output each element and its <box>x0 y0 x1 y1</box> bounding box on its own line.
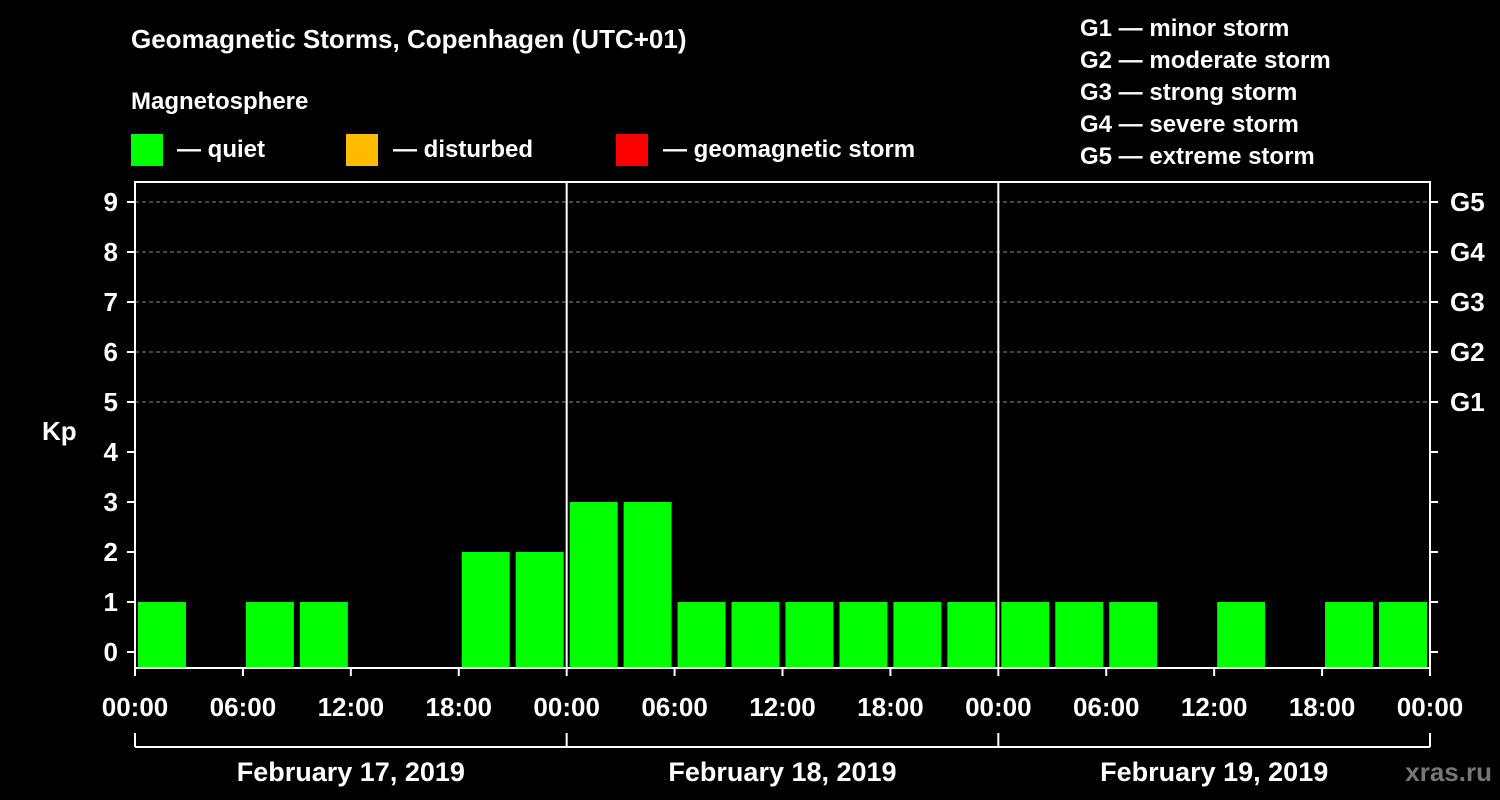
watermark: xras.ru <box>1405 757 1492 787</box>
legend-swatch-storm <box>616 134 648 166</box>
y-axis-label: Kp <box>42 416 77 446</box>
legend-heading: Magnetosphere <box>131 88 308 115</box>
y-tick-label: 4 <box>104 437 119 467</box>
kp-bar <box>731 602 780 668</box>
x-tick-label: 18:00 <box>1289 692 1356 722</box>
day-label: February 19, 2019 <box>1100 757 1328 787</box>
y-tick-label: 6 <box>104 337 118 367</box>
kp-bar <box>1109 602 1158 668</box>
kp-bar <box>461 552 510 668</box>
x-tick-label: 12:00 <box>749 692 816 722</box>
y-tick-label: 8 <box>104 237 118 267</box>
storm-scale-g4: G4 — severe storm <box>1080 111 1299 138</box>
x-tick-label: 12:00 <box>318 692 385 722</box>
kp-bar <box>515 552 564 668</box>
legend-swatch-quiet <box>131 134 163 166</box>
kp-bar <box>1055 602 1104 668</box>
kp-bar <box>623 502 672 668</box>
x-tick-label: 00:00 <box>102 692 169 722</box>
x-tick-label: 06:00 <box>210 692 277 722</box>
kp-bar <box>245 602 294 668</box>
x-tick-label: 00:00 <box>533 692 600 722</box>
g-level-label: G1 <box>1450 387 1485 417</box>
kp-bar <box>1217 602 1266 668</box>
kp-bar <box>299 602 348 668</box>
legend-swatch-disturbed <box>346 134 378 166</box>
x-tick-label: 06:00 <box>641 692 708 722</box>
storm-scale-g2: G2 — moderate storm <box>1080 47 1331 74</box>
g-level-label: G4 <box>1450 237 1485 267</box>
x-tick-label: 18:00 <box>857 692 924 722</box>
legend-label-quiet: — quiet <box>177 136 265 163</box>
chart-title: Geomagnetic Storms, Copenhagen (UTC+01) <box>131 24 686 54</box>
kp-bar <box>1001 602 1050 668</box>
kp-bar <box>839 602 888 668</box>
g-level-label: G2 <box>1450 337 1485 367</box>
kp-bar <box>677 602 726 668</box>
y-tick-label: 0 <box>104 637 118 667</box>
kp-bar <box>1325 602 1374 668</box>
kp-bar <box>138 602 186 668</box>
x-tick-label: 12:00 <box>1181 692 1248 722</box>
x-tick-label: 06:00 <box>1073 692 1140 722</box>
x-tick-label: 18:00 <box>426 692 493 722</box>
kp-bar <box>569 502 618 668</box>
y-tick-label: 2 <box>104 537 118 567</box>
storm-scale-g1: G1 — minor storm <box>1080 15 1289 42</box>
y-tick-label: 9 <box>104 187 118 217</box>
x-tick-label: 00:00 <box>965 692 1032 722</box>
plot-frame <box>134 181 1431 669</box>
kp-bar <box>1379 602 1427 668</box>
y-tick-label: 7 <box>104 287 118 317</box>
y-tick-label: 1 <box>104 587 118 617</box>
g-level-label: G3 <box>1450 287 1485 317</box>
y-tick-label: 5 <box>104 387 118 417</box>
legend-label-disturbed: — disturbed <box>393 136 533 163</box>
legend-label-storm: — geomagnetic storm <box>663 136 915 163</box>
storm-scale-g3: G3 — strong storm <box>1080 79 1297 106</box>
storm-scale-g5: G5 — extreme storm <box>1080 143 1315 170</box>
g-level-label: G5 <box>1450 187 1485 217</box>
day-label: February 17, 2019 <box>237 757 465 787</box>
x-tick-label: 00:00 <box>1397 692 1464 722</box>
y-tick-label: 3 <box>104 487 118 517</box>
kp-bar <box>893 602 942 668</box>
kp-bar <box>785 602 834 668</box>
day-label: February 18, 2019 <box>668 757 896 787</box>
kp-bar <box>947 602 996 668</box>
